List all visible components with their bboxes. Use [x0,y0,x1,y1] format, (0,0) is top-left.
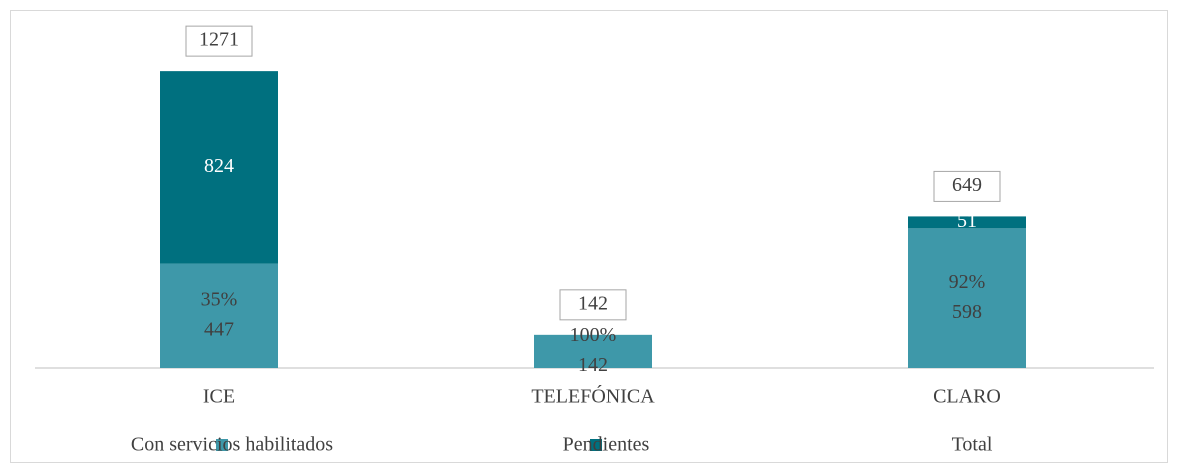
legend-swatch [216,439,228,451]
legend-label: Pendientes [563,434,650,456]
bar-segment [160,263,278,368]
bar-segment [908,216,1026,229]
legend-label: Con servicios habilitados [131,434,333,456]
bar-segment [908,228,1026,368]
percent-label: 100% [570,324,617,346]
value-label: 51 [957,210,977,232]
total-box [933,170,1001,202]
percent-label: 92% [949,271,986,293]
value-label: 824 [204,155,234,177]
value-label: 142 [578,354,608,376]
total-label: 649 [952,174,982,196]
x-tick-label: CLARO [933,386,1001,408]
percent-label: 35% [201,288,238,310]
legend-swatch [590,439,602,451]
value-label: 447 [204,318,234,340]
legend-label: Total [952,434,993,456]
value-label: 598 [952,301,982,323]
total-label: 142 [578,292,608,314]
total-box [185,25,253,57]
total-label: 1271 [199,29,239,51]
x-tick-label: TELEFÓNICA [531,384,655,408]
x-tick-label: ICE [203,386,235,408]
total-box [559,289,627,321]
bar-segment [160,71,278,264]
bar-segment [534,334,652,368]
